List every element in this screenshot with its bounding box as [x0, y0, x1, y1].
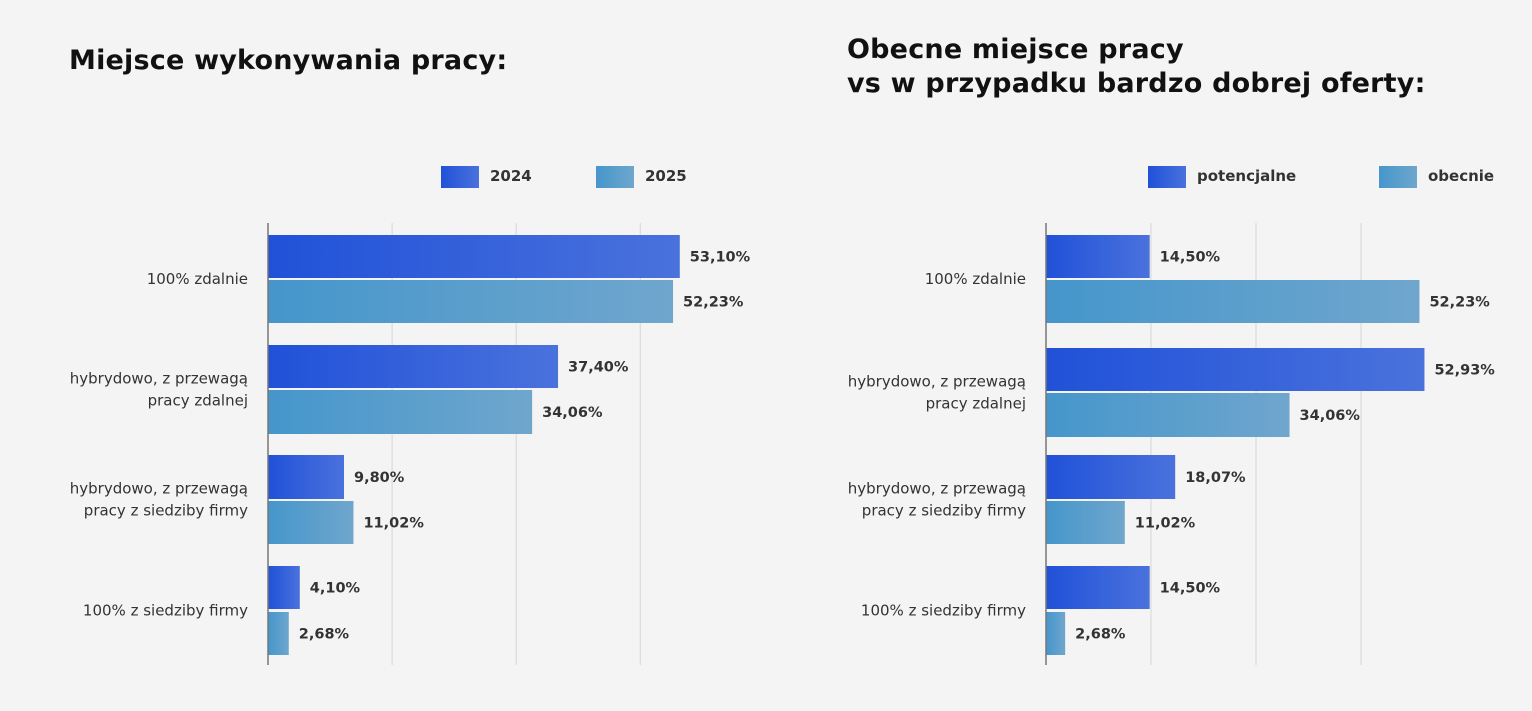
- legend-label-2024: 2024: [490, 167, 532, 185]
- chart-1-bar-s2-4: [268, 612, 289, 655]
- chart-2-category-label-4: 100% z siedziby firmy: [861, 602, 1026, 620]
- chart-1-value-label-s2-3: 11,02%: [363, 516, 424, 532]
- chart-2-value-label-s1-1: 14,50%: [1160, 250, 1221, 266]
- chart-1-value-label-s2-2: 34,06%: [542, 405, 603, 421]
- chart-2-category-label-3-line-1: hybrydowo, z przewagą: [848, 480, 1026, 498]
- chart-1-category-label-2-line-1: hybrydowo, z przewagą: [70, 370, 248, 388]
- chart-2-bar-s1-3: [1046, 455, 1176, 499]
- chart-2-category-label-3-line-2: pracy z siedziby firmy: [862, 502, 1026, 520]
- chart-2-value-label-s1-4: 14,50%: [1160, 581, 1221, 597]
- chart-1-category-label-3-line-2: pracy z siedziby firmy: [84, 502, 248, 520]
- chart-2-bar-s1-2: [1046, 348, 1425, 391]
- chart-2-value-label-s1-3: 18,07%: [1185, 470, 1246, 486]
- chart-1-bar-s2-2: [268, 390, 533, 434]
- chart-1-value-label-s1-3: 9,80%: [354, 470, 405, 486]
- chart-1-bar-s1-3: [268, 455, 344, 499]
- legend-swatch-potencjalne: [1148, 166, 1186, 188]
- chart-2-value-label-s2-3: 11,02%: [1135, 516, 1196, 532]
- legend-swatch-2024: [441, 166, 479, 188]
- chart-1-value-label-s1-2: 37,40%: [568, 360, 629, 376]
- chart-2-value-label-s2-1: 52,23%: [1429, 295, 1490, 311]
- chart-1-bar-s1-1: [268, 235, 680, 278]
- chart-2-bar-s2-2: [1046, 393, 1290, 437]
- chart-1-value-label-s1-1: 53,10%: [690, 250, 751, 266]
- chart-2-bar-s1-4: [1046, 566, 1150, 609]
- chart-1-bar-s1-4: [268, 566, 300, 609]
- chart-2-category-label-1: 100% zdalnie: [925, 270, 1026, 288]
- chart-2-category-label-2-line-2: pracy zdalnej: [926, 395, 1026, 413]
- chart-2-value-label-s1-2: 52,93%: [1434, 363, 1495, 379]
- chart-1-category-label-1: 100% zdalnie: [147, 270, 248, 288]
- legend-label-obecnie: obecnie: [1428, 167, 1495, 185]
- chart-2-bar-s2-3: [1046, 501, 1125, 544]
- legend-label-potencjalne: potencjalne: [1197, 167, 1297, 185]
- chart-1-category-label-2-line-2: pracy zdalnej: [148, 392, 248, 410]
- legend-swatch-2025: [596, 166, 634, 188]
- chart-1-bar-s2-1: [268, 280, 674, 323]
- chart-2-category-label-2-line-1: hybrydowo, z przewagą: [848, 373, 1026, 391]
- chart-1-bar-s2-3: [268, 501, 354, 544]
- chart-2-bar-s2-4: [1046, 612, 1066, 655]
- chart-1-category-label-3-line-1: hybrydowo, z przewagą: [70, 480, 248, 498]
- chart-2-bar-s1-1: [1046, 235, 1150, 278]
- chart-2-value-label-s2-2: 34,06%: [1300, 408, 1361, 424]
- chart-2-title-line-1: Obecne miejsce pracy: [847, 34, 1184, 65]
- chart-1-value-label-s1-4: 4,10%: [310, 581, 361, 597]
- legend-swatch-obecnie: [1379, 166, 1417, 188]
- chart-1-title: Miejsce wykonywania pracy:: [69, 45, 508, 76]
- chart-1-category-label-4: 100% z siedziby firmy: [83, 602, 248, 620]
- chart-1-value-label-s2-1: 52,23%: [683, 295, 744, 311]
- legend-label-2025: 2025: [645, 167, 687, 185]
- chart-2-bar-s2-1: [1046, 280, 1420, 323]
- chart-2-title-line-2: vs w przypadku bardzo dobrej oferty:: [847, 68, 1426, 99]
- chart-2-value-label-s2-4: 2,68%: [1075, 627, 1126, 643]
- chart-1-value-label-s2-4: 2,68%: [299, 627, 350, 643]
- chart-1-bar-s1-2: [268, 345, 559, 388]
